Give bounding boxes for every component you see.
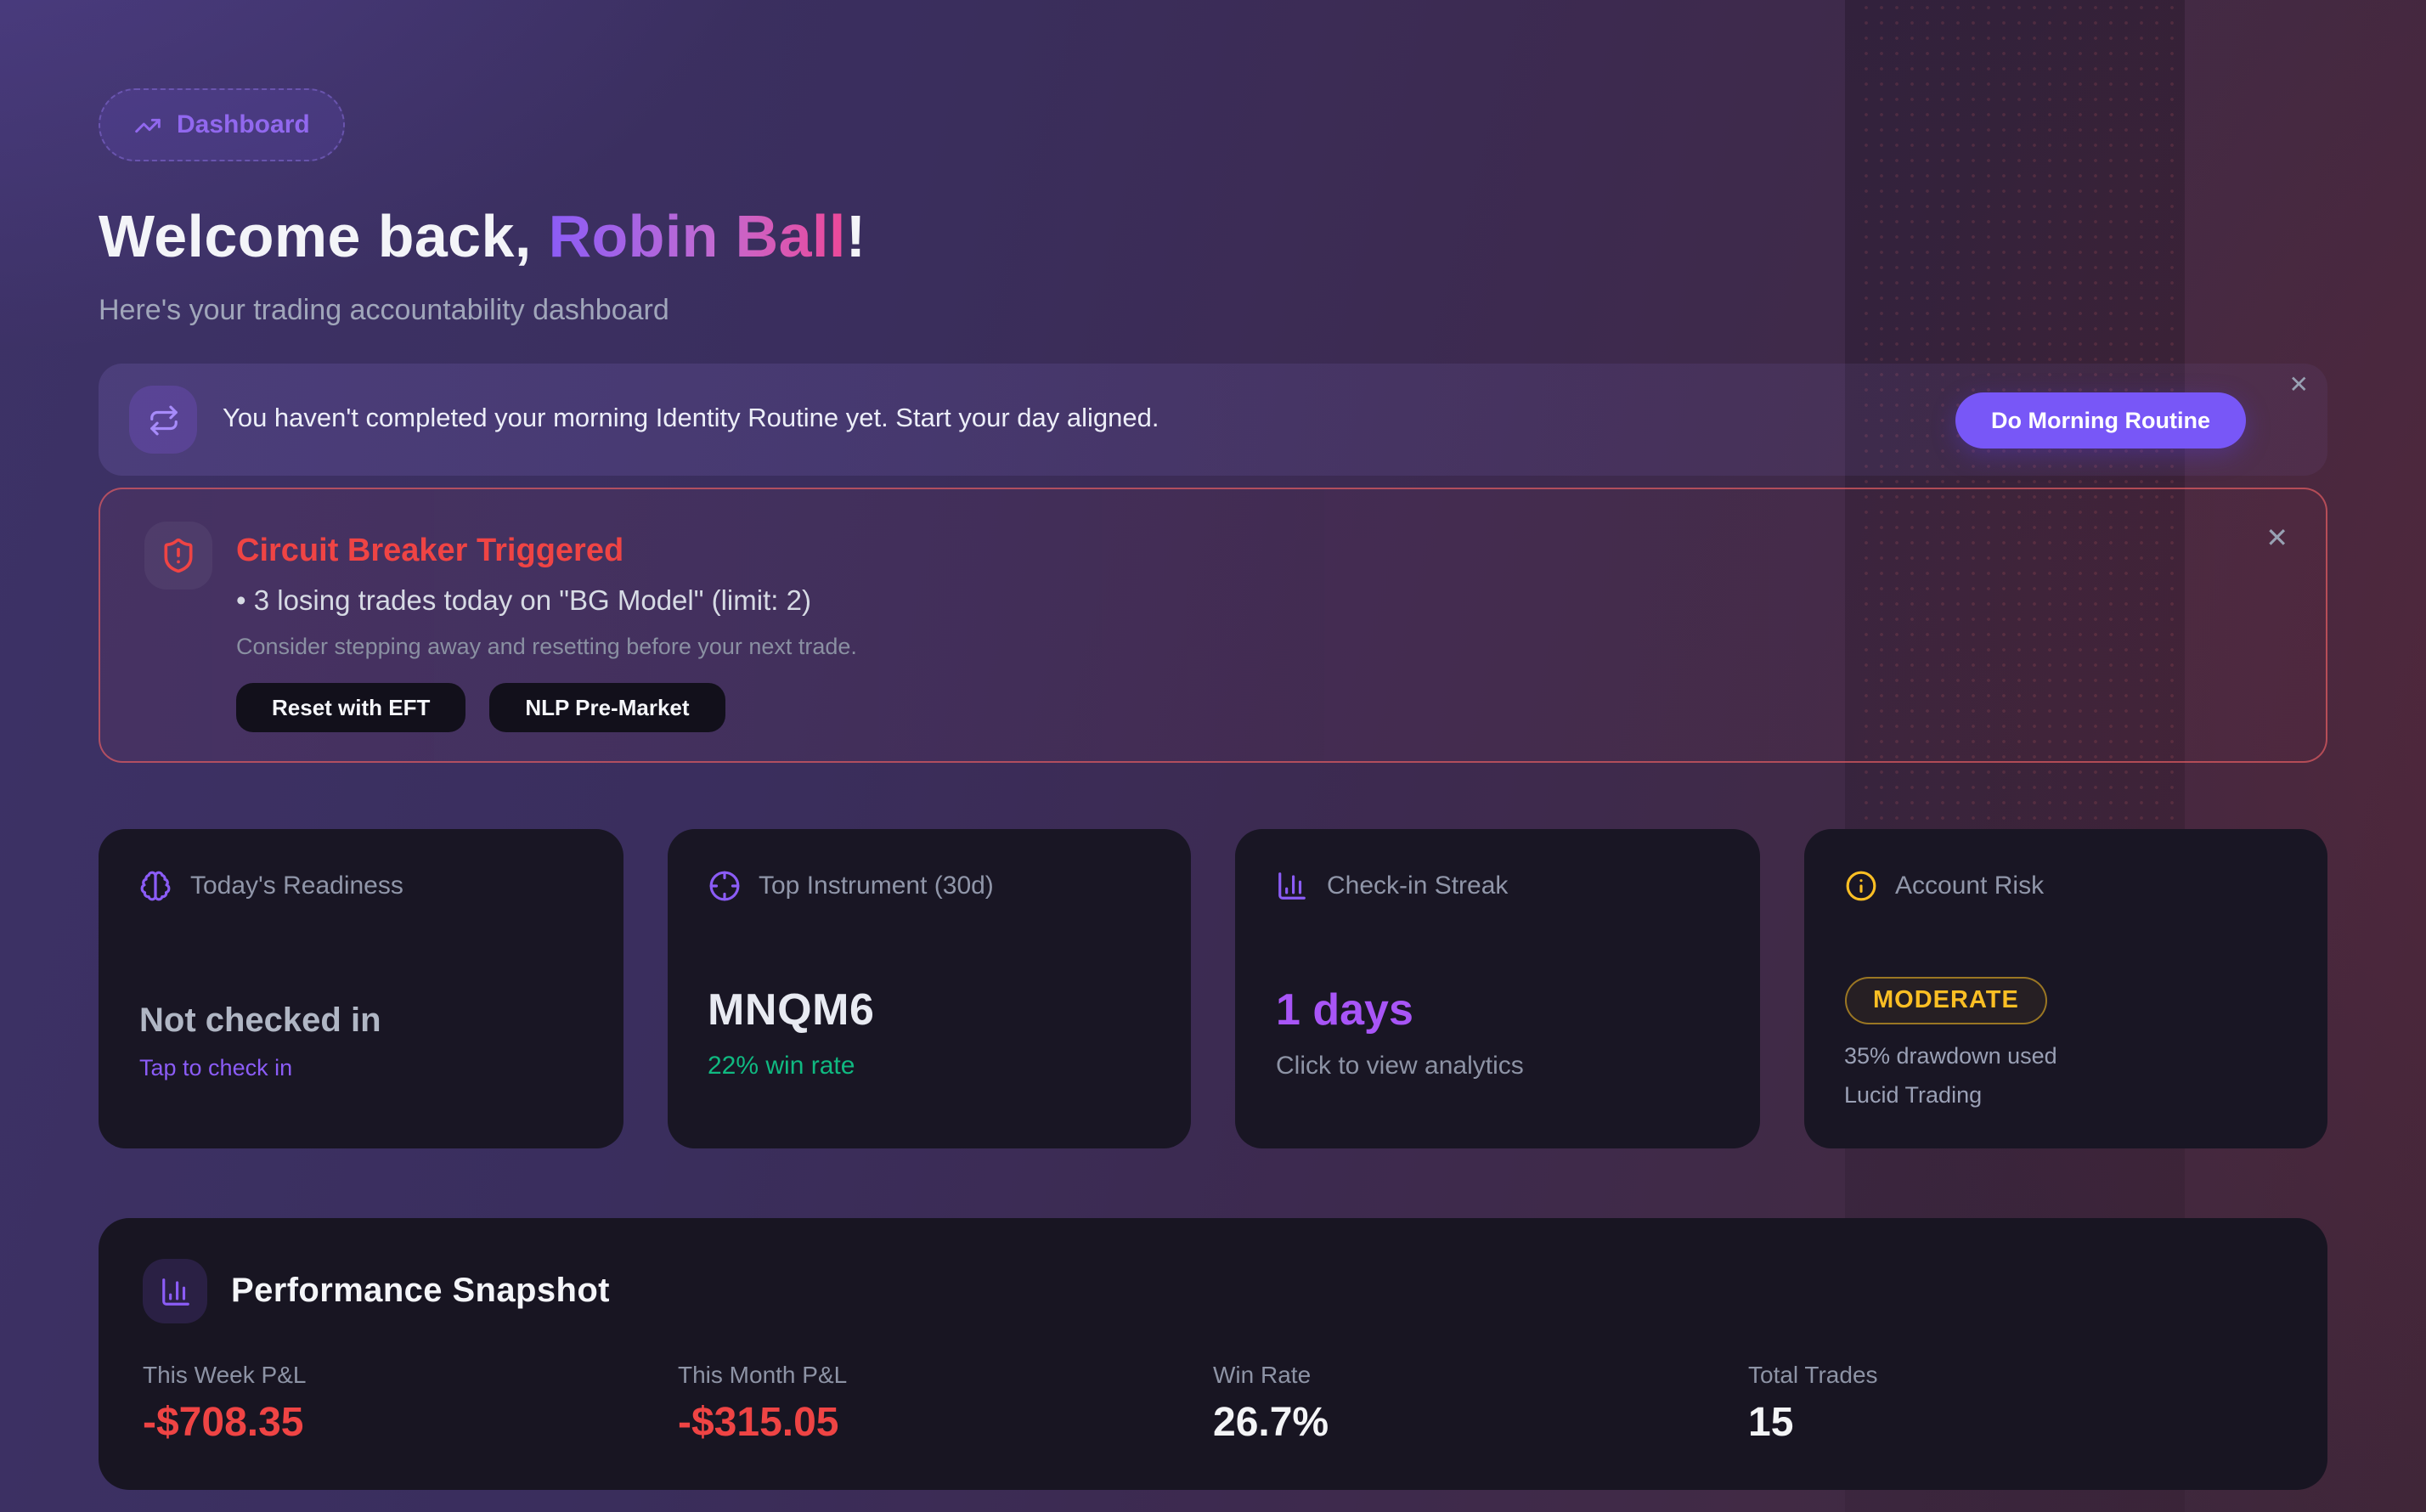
stat-value: 26.7% [1213, 1400, 1329, 1446]
welcome-prefix: Welcome back, [99, 204, 549, 270]
stat-win-rate: Win Rate 26.7% [1213, 1361, 1748, 1447]
circuit-breaker-actions: Reset with EFT NLP Pre-Market [236, 683, 2285, 732]
top-instrument-symbol: MNQM6 [708, 984, 875, 1035]
top-instrument-card: Top Instrument (30d) MNQM6 22% win rate [667, 829, 1191, 1148]
circuit-breaker-body: Circuit Breaker Triggered • 3 losing tra… [236, 489, 2285, 732]
checkin-streak-card-label: Check-in Streak [1327, 872, 1509, 900]
readiness-card-label: Today's Readiness [190, 872, 403, 900]
stat-month-pnl: This Month P&L -$315.05 [678, 1361, 1213, 1447]
checkin-streak-value-block: 1 days Click to view analytics [1276, 984, 1718, 1108]
readiness-status: Not checked in [139, 1002, 381, 1040]
performance-snapshot-header: Performance Snapshot [143, 1259, 2283, 1323]
banner-close-icon[interactable]: ✕ [2288, 370, 2309, 398]
circuit-breaker-title: Circuit Breaker Triggered [236, 533, 624, 569]
bar-chart-icon [1276, 870, 1308, 902]
routine-message: You haven't completed your morning Ident… [223, 404, 1159, 433]
welcome-suffix: ! [845, 204, 866, 270]
brain-icon [139, 870, 172, 902]
drawdown-used-text: 35% drawdown used [1844, 1043, 2057, 1069]
checkin-streak-card-header: Check-in Streak [1276, 870, 1718, 902]
stat-value: 15 [1748, 1400, 1794, 1446]
circuit-breaker-detail: • 3 losing trades today on "BG Model" (l… [236, 586, 811, 617]
stat-label: Win Rate [1213, 1361, 1312, 1388]
risk-level-badge: MODERATE [1844, 977, 2048, 1024]
account-risk-value-block: MODERATE 35% drawdown used Lucid Trading [1844, 977, 2287, 1108]
top-instrument-win-rate: 22% win rate [708, 1052, 855, 1080]
readiness-card-header: Today's Readiness [139, 870, 582, 902]
account-risk-card-label: Account Risk [1895, 872, 2045, 900]
background-texture-dots [1859, 0, 2175, 917]
top-instrument-card-label: Top Instrument (30d) [759, 872, 994, 900]
info-icon [1844, 870, 1876, 902]
stat-total-trades: Total Trades 15 [1748, 1361, 2283, 1447]
dashboard-badge-label: Dashboard [177, 110, 310, 139]
readiness-card-value-block: Not checked in Tap to check in [139, 1002, 582, 1108]
account-name-text: Lucid Trading [1844, 1082, 1983, 1108]
performance-snapshot: Performance Snapshot This Week P&L -$708… [99, 1218, 2327, 1490]
top-instrument-card-header: Top Instrument (30d) [708, 870, 1150, 902]
do-morning-routine-button[interactable]: Do Morning Routine [1955, 392, 2246, 448]
trending-up-icon [134, 111, 161, 138]
page-title: Welcome back, Robin Ball! [99, 204, 2327, 272]
readiness-card[interactable]: Today's Readiness Not checked in Tap to … [99, 829, 623, 1148]
stat-label: This Week P&L [143, 1361, 307, 1388]
circuit-breaker-alert: Circuit Breaker Triggered • 3 losing tra… [99, 488, 2327, 763]
stat-value: -$315.05 [678, 1400, 839, 1446]
morning-routine-banner: You haven't completed your morning Ident… [99, 364, 2327, 476]
reset-with-eft-button[interactable]: Reset with EFT [236, 683, 466, 732]
top-instrument-value-block: MNQM6 22% win rate [708, 984, 1150, 1108]
alert-close-icon[interactable]: ✕ [2265, 525, 2288, 554]
account-risk-card: Account Risk MODERATE 35% drawdown used … [1803, 829, 2327, 1148]
repeat-icon [129, 386, 197, 454]
stat-cards: Today's Readiness Not checked in Tap to … [99, 829, 2327, 1148]
stat-week-pnl: This Week P&L -$708.35 [143, 1361, 678, 1447]
checkin-streak-hint: Click to view analytics [1276, 1052, 1524, 1080]
page-subtitle: Here's your trading accountability dashb… [99, 294, 669, 326]
tap-to-check-in-link[interactable]: Tap to check in [139, 1055, 293, 1080]
stat-label: Total Trades [1748, 1361, 1878, 1388]
performance-snapshot-title: Performance Snapshot [231, 1272, 610, 1309]
stat-value: -$708.35 [143, 1400, 304, 1446]
stat-label: This Month P&L [678, 1361, 848, 1388]
checkin-streak-card[interactable]: Check-in Streak 1 days Click to view ana… [1235, 829, 1759, 1148]
shield-alert-icon [144, 522, 212, 590]
dashboard-badge: Dashboard [99, 88, 346, 161]
performance-stats: This Week P&L -$708.35 This Month P&L -$… [143, 1361, 2283, 1447]
account-risk-card-header: Account Risk [1844, 870, 2287, 902]
bar-chart-icon [143, 1259, 207, 1323]
nlp-pre-market-button[interactable]: NLP Pre-Market [489, 683, 725, 732]
crosshair-icon [708, 870, 740, 902]
circuit-breaker-advice: Consider stepping away and resetting bef… [236, 634, 857, 659]
user-name: Robin Ball [548, 204, 846, 270]
checkin-streak-value: 1 days [1276, 984, 1413, 1035]
